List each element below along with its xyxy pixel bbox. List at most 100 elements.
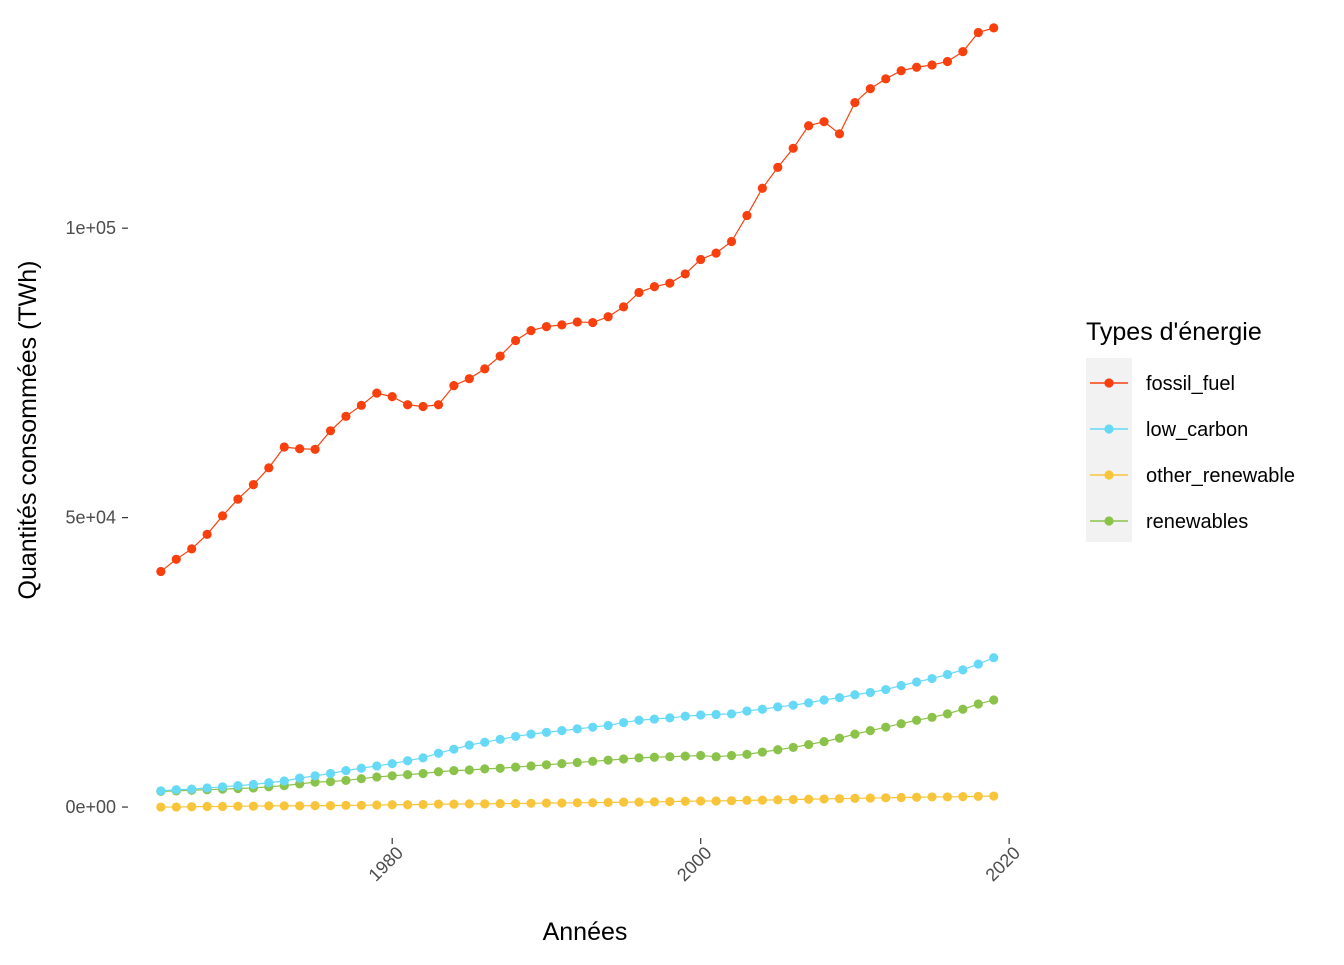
data-point-fossil_fuel [572,317,582,327]
data-point-fossil_fuel [726,236,737,247]
data-point-low_carbon [202,783,212,793]
data-point-other_renewable [464,799,474,809]
data-point-fossil_fuel [449,381,459,391]
data-point-fossil_fuel [680,269,690,279]
data-point-renewables [449,765,459,776]
data-point-renewables [526,761,536,771]
data-point-other_renewable [665,796,675,807]
data-point-other_renewable [541,798,552,808]
data-point-low_carbon [449,744,459,754]
data-point-low_carbon [217,782,228,792]
data-point-other_renewable [865,793,875,803]
data-point-low_carbon [403,756,413,766]
data-point-renewables [310,777,320,787]
data-point-renewables [819,737,829,747]
legend-label-fossil_fuel: fossil_fuel [1146,373,1235,395]
data-point-low_carbon [325,768,336,779]
data-point-renewables [788,742,798,753]
data-point-renewables [711,752,721,762]
data-point-fossil_fuel [510,335,521,346]
y-axis-title: Quantités consommées (TWh) [14,261,42,600]
data-point-other_renewable [680,796,690,806]
data-point-other_renewable [804,794,814,804]
data-point-renewables [603,755,613,765]
data-point-low_carbon [295,773,305,783]
data-point-fossil_fuel [341,411,351,421]
data-point-fossil_fuel [603,312,613,322]
data-point-fossil_fuel [850,97,860,108]
data-point-low_carbon [387,759,397,769]
data-point-other_renewable [711,796,721,806]
data-point-other_renewable [958,792,968,802]
data-point-renewables [433,767,444,777]
data-point-other_renewable [696,796,706,806]
data-point-low_carbon [819,695,829,705]
legend-label-low_carbon: low_carbon [1146,419,1248,441]
data-point-other_renewable [927,792,937,802]
data-point-renewables [896,719,906,729]
series-low_carbon [156,653,999,796]
series-line-low_carbon [160,657,994,792]
data-point-low_carbon [850,690,860,700]
data-point-low_carbon [649,714,660,724]
data-point-fossil_fuel [819,117,829,127]
data-point-low_carbon [310,771,320,781]
data-point-fossil_fuel [942,56,953,67]
legend-key-background [1086,358,1132,542]
data-point-renewables [649,752,660,762]
data-point-other_renewable [649,797,660,807]
data-point-renewables [773,745,783,755]
data-point-fossil_fuel [742,210,752,221]
series-line-fossil_fuel [160,27,994,572]
data-point-fossil_fuel [634,287,644,298]
data-point-fossil_fuel [927,60,937,70]
data-point-fossil_fuel [171,554,181,564]
data-point-low_carbon [480,737,490,747]
data-point-low_carbon [634,715,644,725]
data-point-renewables [387,771,397,781]
data-point-fossil_fuel [989,23,999,33]
data-point-fossil_fuel [217,511,228,521]
data-point-low_carbon [927,673,937,684]
data-point-other_renewable [341,800,351,810]
data-point-low_carbon [187,784,197,794]
data-point-low_carbon [618,717,629,728]
data-point-low_carbon [834,693,845,703]
data-point-low_carbon [248,779,258,790]
data-point-renewables [665,752,675,762]
data-point-low_carbon [696,710,706,720]
data-point-renewables [973,699,983,709]
data-point-fossil_fuel [387,392,397,402]
data-point-other_renewable [418,799,428,810]
data-point-low_carbon [757,704,767,714]
data-point-fossil_fuel [403,400,413,410]
x-axis-title: Années [543,918,628,946]
data-point-fossil_fuel [865,84,875,94]
data-point-renewables [742,749,752,759]
data-point-low_carbon [865,687,875,698]
data-point-low_carbon [788,700,798,710]
data-point-low_carbon [804,698,814,708]
data-point-fossil_fuel [958,47,968,57]
data-point-low_carbon [881,684,891,695]
data-point-low_carbon [773,702,783,712]
data-point-other_renewable [356,800,366,810]
data-point-other_renewable [973,791,983,801]
data-point-renewables [510,762,521,772]
data-point-renewables [865,726,875,736]
data-point-fossil_fuel [618,302,629,312]
data-point-renewables [480,764,490,774]
legend: Types d'énergie fossil_fuel low_carbonoth… [1086,318,1295,542]
data-point-fossil_fuel [480,364,490,374]
data-point-renewables [850,729,860,739]
x-tick-label: 2020 [982,843,1024,885]
data-point-other_renewable [726,796,737,806]
data-point-other_renewable [572,798,582,808]
data-point-other_renewable [387,800,397,810]
data-point-other_renewable [834,794,845,804]
data-point-other_renewable [896,792,906,803]
data-point-other_renewable [156,802,166,812]
data-point-other_renewable [788,794,798,805]
data-point-renewables [834,733,845,743]
